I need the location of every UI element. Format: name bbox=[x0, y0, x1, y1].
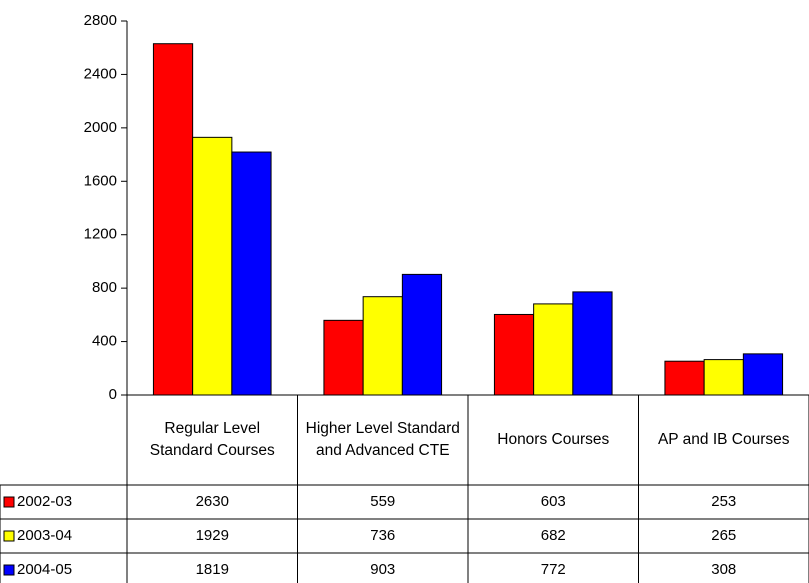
bar bbox=[493, 313, 535, 396]
table-value: 736 bbox=[370, 527, 395, 544]
category-label: Honors Courses bbox=[497, 431, 610, 448]
category-label: Higher Level Standard and Advanced CTE bbox=[305, 420, 460, 459]
bar bbox=[742, 353, 784, 396]
legend-label: 2003-04 bbox=[17, 527, 72, 544]
category-label: Regular Level Standard Courses bbox=[149, 420, 275, 459]
legend-label: 2004-05 bbox=[17, 561, 72, 578]
y-tick-label: 400 bbox=[92, 333, 117, 350]
table-value: 682 bbox=[541, 527, 566, 544]
table-value: 772 bbox=[541, 561, 566, 578]
table-value: 308 bbox=[711, 561, 736, 578]
bar bbox=[572, 291, 613, 396]
table-value: 2630 bbox=[196, 493, 229, 510]
bar bbox=[664, 360, 705, 396]
bar bbox=[401, 273, 443, 396]
bar bbox=[362, 296, 403, 396]
legend-swatch bbox=[3, 564, 15, 576]
y-tick-label: 1200 bbox=[84, 226, 117, 243]
bar bbox=[533, 303, 574, 396]
legend-swatch bbox=[3, 496, 15, 508]
table-value: 1929 bbox=[196, 527, 229, 544]
legend-swatch bbox=[3, 530, 15, 542]
table-value: 603 bbox=[541, 493, 566, 510]
table-value: 1819 bbox=[196, 561, 229, 578]
bar bbox=[231, 151, 272, 396]
y-tick-label: 2800 bbox=[84, 12, 117, 29]
table-value: 559 bbox=[370, 493, 395, 510]
y-tick-label: 1600 bbox=[84, 172, 117, 189]
legend-label: 2002-03 bbox=[17, 493, 72, 510]
category-label: AP and IB Courses bbox=[657, 431, 790, 448]
y-tick-label: 2400 bbox=[84, 65, 117, 82]
y-tick-label: 800 bbox=[92, 279, 117, 296]
table-value: 265 bbox=[711, 527, 736, 544]
bar bbox=[703, 359, 744, 396]
y-tick-label: 0 bbox=[109, 386, 117, 403]
table-value: 903 bbox=[370, 561, 395, 578]
table-value: 253 bbox=[711, 493, 736, 510]
y-tick-label: 2000 bbox=[84, 119, 117, 136]
bar bbox=[192, 136, 233, 396]
bar bbox=[152, 43, 194, 396]
bar bbox=[323, 319, 364, 396]
